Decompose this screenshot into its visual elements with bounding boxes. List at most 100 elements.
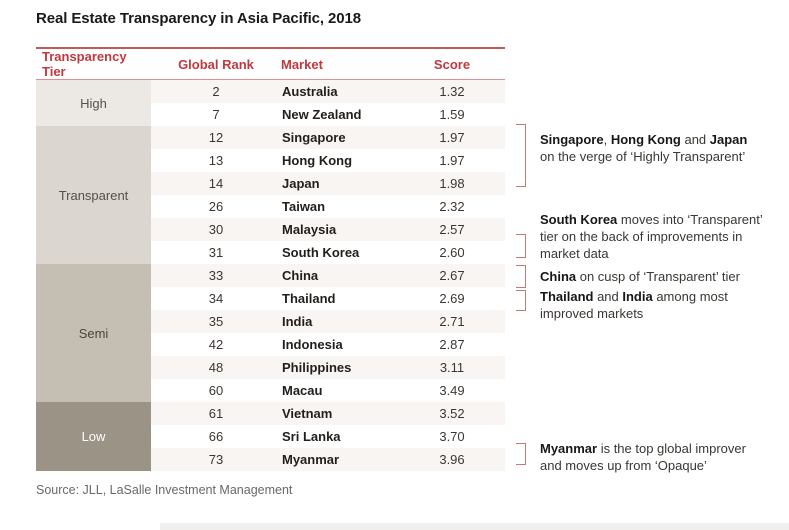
score-cell: 3.49 [439,383,465,398]
score-cell: 2.67 [439,268,465,283]
note-china-bracket [516,265,526,288]
header-transparency-tier: Transparency Tier [42,49,127,79]
table-header-row: Transparency Tier Global Rank Market Sco… [36,47,505,80]
score-cell: 2.87 [439,337,465,352]
rank-cell: 31 [208,245,224,260]
rank-cell: 30 [208,222,224,237]
table-row: 13 Hong Kong 1.97 [151,149,505,172]
market-cell: Indonesia [282,337,343,352]
rank-cell: 12 [208,130,224,145]
table-row: 66 Sri Lanka 3.70 [151,425,505,448]
transparency-table: Transparency Tier Global Rank Market Sco… [36,47,505,471]
rank-cell: 60 [208,383,224,398]
market-cell: Sri Lanka [282,429,341,444]
note-line: improved markets [540,306,644,321]
rank-cell: 33 [208,268,224,283]
table-row: 35 India 2.71 [151,310,505,333]
score-cell: 1.98 [439,176,465,191]
rank-cell: 35 [208,314,224,329]
rank-cell: 66 [208,429,224,444]
header-score: Score [433,56,471,72]
market-cell: Philippines [282,360,352,375]
note-south-korea: South Korea moves into ‘Transparent’ tier… [540,211,788,262]
tier-cell-high: High [36,80,151,126]
score-cell: 1.97 [439,130,465,145]
market-cell: South Korea [282,245,360,260]
rank-cell: 73 [208,452,224,467]
rank-cell: 26 [208,199,224,214]
rank-cell: 61 [208,406,224,421]
market-cell: Hong Kong [282,153,353,168]
note-myanmar-bracket [516,443,526,465]
score-cell: 2.69 [439,291,465,306]
source-note: Source: JLL, LaSalle Investment Manageme… [36,483,293,497]
table-row: 2 Australia 1.32 [151,80,505,103]
table-row: 12 Singapore 1.97 [151,126,505,149]
tier-cell-low: Low [36,402,151,471]
note-line: and moves up from ‘Opaque’ [540,458,707,473]
table-row: 48 Philippines 3.11 [151,356,505,379]
table-row: 26 Taiwan 2.32 [151,195,505,218]
market-cell: Japan [282,176,320,191]
score-cell: 2.60 [439,245,465,260]
score-cell: 1.97 [439,153,465,168]
tier-cell-semi: Semi [36,264,151,402]
header-global-rank: Global Rank [178,56,254,72]
tier-cell-transparent: Transparent [36,126,151,264]
score-cell: 2.57 [439,222,465,237]
table-row: 33 China 2.67 [151,264,505,287]
note-line: on the verge of ‘Highly Transparent’ [540,149,746,164]
market-cell: Myanmar [282,452,340,467]
note-south-korea-bracket [516,234,526,258]
market-cell: Malaysia [282,222,337,237]
market-cell: China [282,268,319,283]
rank-cell: 14 [208,176,224,191]
rank-cell: 48 [208,360,224,375]
market-cell: Singapore [282,130,346,145]
table-row: 31 South Korea 2.60 [151,241,505,264]
score-cell: 3.52 [439,406,465,421]
note-thailand-india: Thailand and India among most improved ma… [540,288,788,322]
rank-cell: 34 [208,291,224,306]
rank-cell: 7 [212,107,220,122]
market-cell: Australia [282,84,338,99]
market-cell: India [282,314,313,329]
note-thailand-india-bracket [516,290,526,311]
header-market: Market [281,56,323,72]
bottom-edge-strip [160,523,789,530]
table-row: 73 Myanmar 3.96 [151,448,505,471]
note-line: Thailand and India among most [540,289,728,304]
market-cell: New Zealand [282,107,362,122]
note-singapore-hongkong-japan-bracket [516,124,526,187]
figure-title: Real Estate Transparency in Asia Pacific… [36,10,362,27]
score-cell: 1.32 [439,84,465,99]
note-singapore-hongkong-japan: Singapore, Hong Kong and Japan on the ver… [540,131,788,165]
score-cell: 2.32 [439,199,465,214]
rank-cell: 2 [212,84,220,99]
market-cell: Taiwan [282,199,326,214]
table-row: 34 Thailand 2.69 [151,287,505,310]
table-body: 2 Australia 1.32 7 New Zealand 1.59 12 Singapor… [36,80,505,471]
note-line: market data [540,246,609,261]
score-cell: 3.11 [439,360,465,375]
table-row: 7 New Zealand 1.59 [151,103,505,126]
market-cell: Vietnam [282,406,333,421]
rank-cell: 13 [208,153,224,168]
rank-cell: 42 [208,337,224,352]
note-line: Singapore, Hong Kong and Japan [540,132,748,147]
market-cell: Thailand [282,291,336,306]
score-cell: 3.96 [439,452,465,467]
note-china: China on cusp of ‘Transparent’ tier [540,268,788,285]
note-line: South Korea moves into ‘Transparent’ [540,212,763,227]
table-row: 42 Indonesia 2.87 [151,333,505,356]
note-line: China on cusp of ‘Transparent’ tier [540,269,740,284]
note-line: tier on the back of improvements in [540,229,743,244]
table-row: 60 Macau 3.49 [151,379,505,402]
table-row: 30 Malaysia 2.57 [151,218,505,241]
table-row: 14 Japan 1.98 [151,172,505,195]
note-line: Myanmar is the top global improver [540,441,746,456]
score-cell: 2.71 [439,314,465,329]
market-cell: Macau [282,383,323,398]
score-cell: 1.59 [439,107,465,122]
